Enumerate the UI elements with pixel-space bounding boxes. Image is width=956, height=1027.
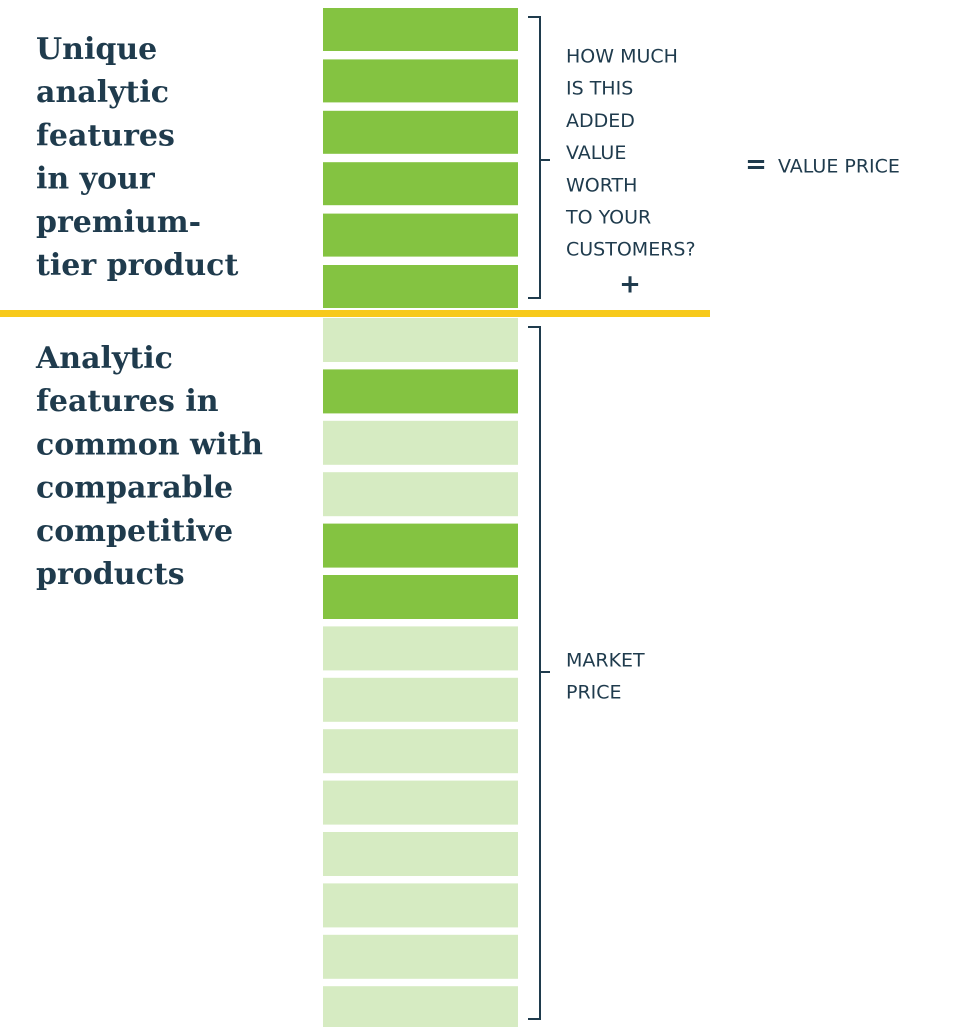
unique-feature-block [323, 110, 518, 154]
question-line: HOW MUCH [566, 46, 678, 68]
labels: Unique analytic features in your premium-tie… [35, 32, 696, 704]
common-label-line: competitive [36, 514, 233, 549]
common-label-line: features in [36, 384, 219, 419]
common-label-line: common with [36, 427, 263, 462]
plus-sign: + [619, 270, 641, 300]
divider-line [0, 310, 710, 317]
unique-feature-block [323, 265, 518, 308]
common-label-line: comparable [36, 471, 233, 506]
feature-blocks [323, 8, 518, 1027]
common-feature-block [323, 318, 518, 362]
common-label-line: Analytic [35, 341, 173, 376]
common-feature-block [323, 369, 518, 414]
common-feature-block [323, 472, 518, 517]
bottom-bracket [528, 326, 550, 1020]
unique-feature-block [323, 162, 518, 206]
market-price-line: PRICE [566, 682, 622, 704]
common-feature-block [323, 729, 518, 774]
common-feature-block [323, 832, 518, 876]
common-feature-block [323, 575, 518, 619]
unique-label-line: features [36, 118, 175, 153]
common-feature-block [323, 986, 518, 1027]
common-label-line: products [36, 557, 185, 592]
unique-label-line: Unique [36, 32, 157, 67]
question-line: TO YOUR [565, 207, 651, 229]
question-line: VALUE [566, 142, 626, 164]
market-price-line: MARKET [566, 650, 645, 672]
common-feature-block [323, 677, 518, 722]
unique-label-line: tier product [36, 248, 238, 283]
question-line: CUSTOMERS? [566, 239, 696, 261]
top-bracket [528, 16, 550, 299]
common-feature-block [323, 420, 518, 465]
common-feature-block [323, 934, 518, 979]
unique-label-line: premium- [36, 205, 201, 240]
unique-label-line: in your [36, 162, 156, 197]
question-line: IS THIS [566, 78, 633, 100]
unique-label-line: analytic [36, 75, 169, 110]
common-feature-block [323, 883, 518, 928]
unique-feature-block [323, 59, 518, 103]
question-line: ADDED [566, 110, 635, 132]
common-feature-block [323, 523, 518, 568]
unique-feature-block [323, 8, 518, 51]
common-feature-block [323, 780, 518, 825]
common-feature-block [323, 626, 518, 671]
question-line: WORTH [566, 174, 637, 196]
value-price: VALUE PRICE [778, 156, 900, 178]
unique-feature-block [323, 213, 518, 257]
equals-sign: = [745, 150, 767, 180]
